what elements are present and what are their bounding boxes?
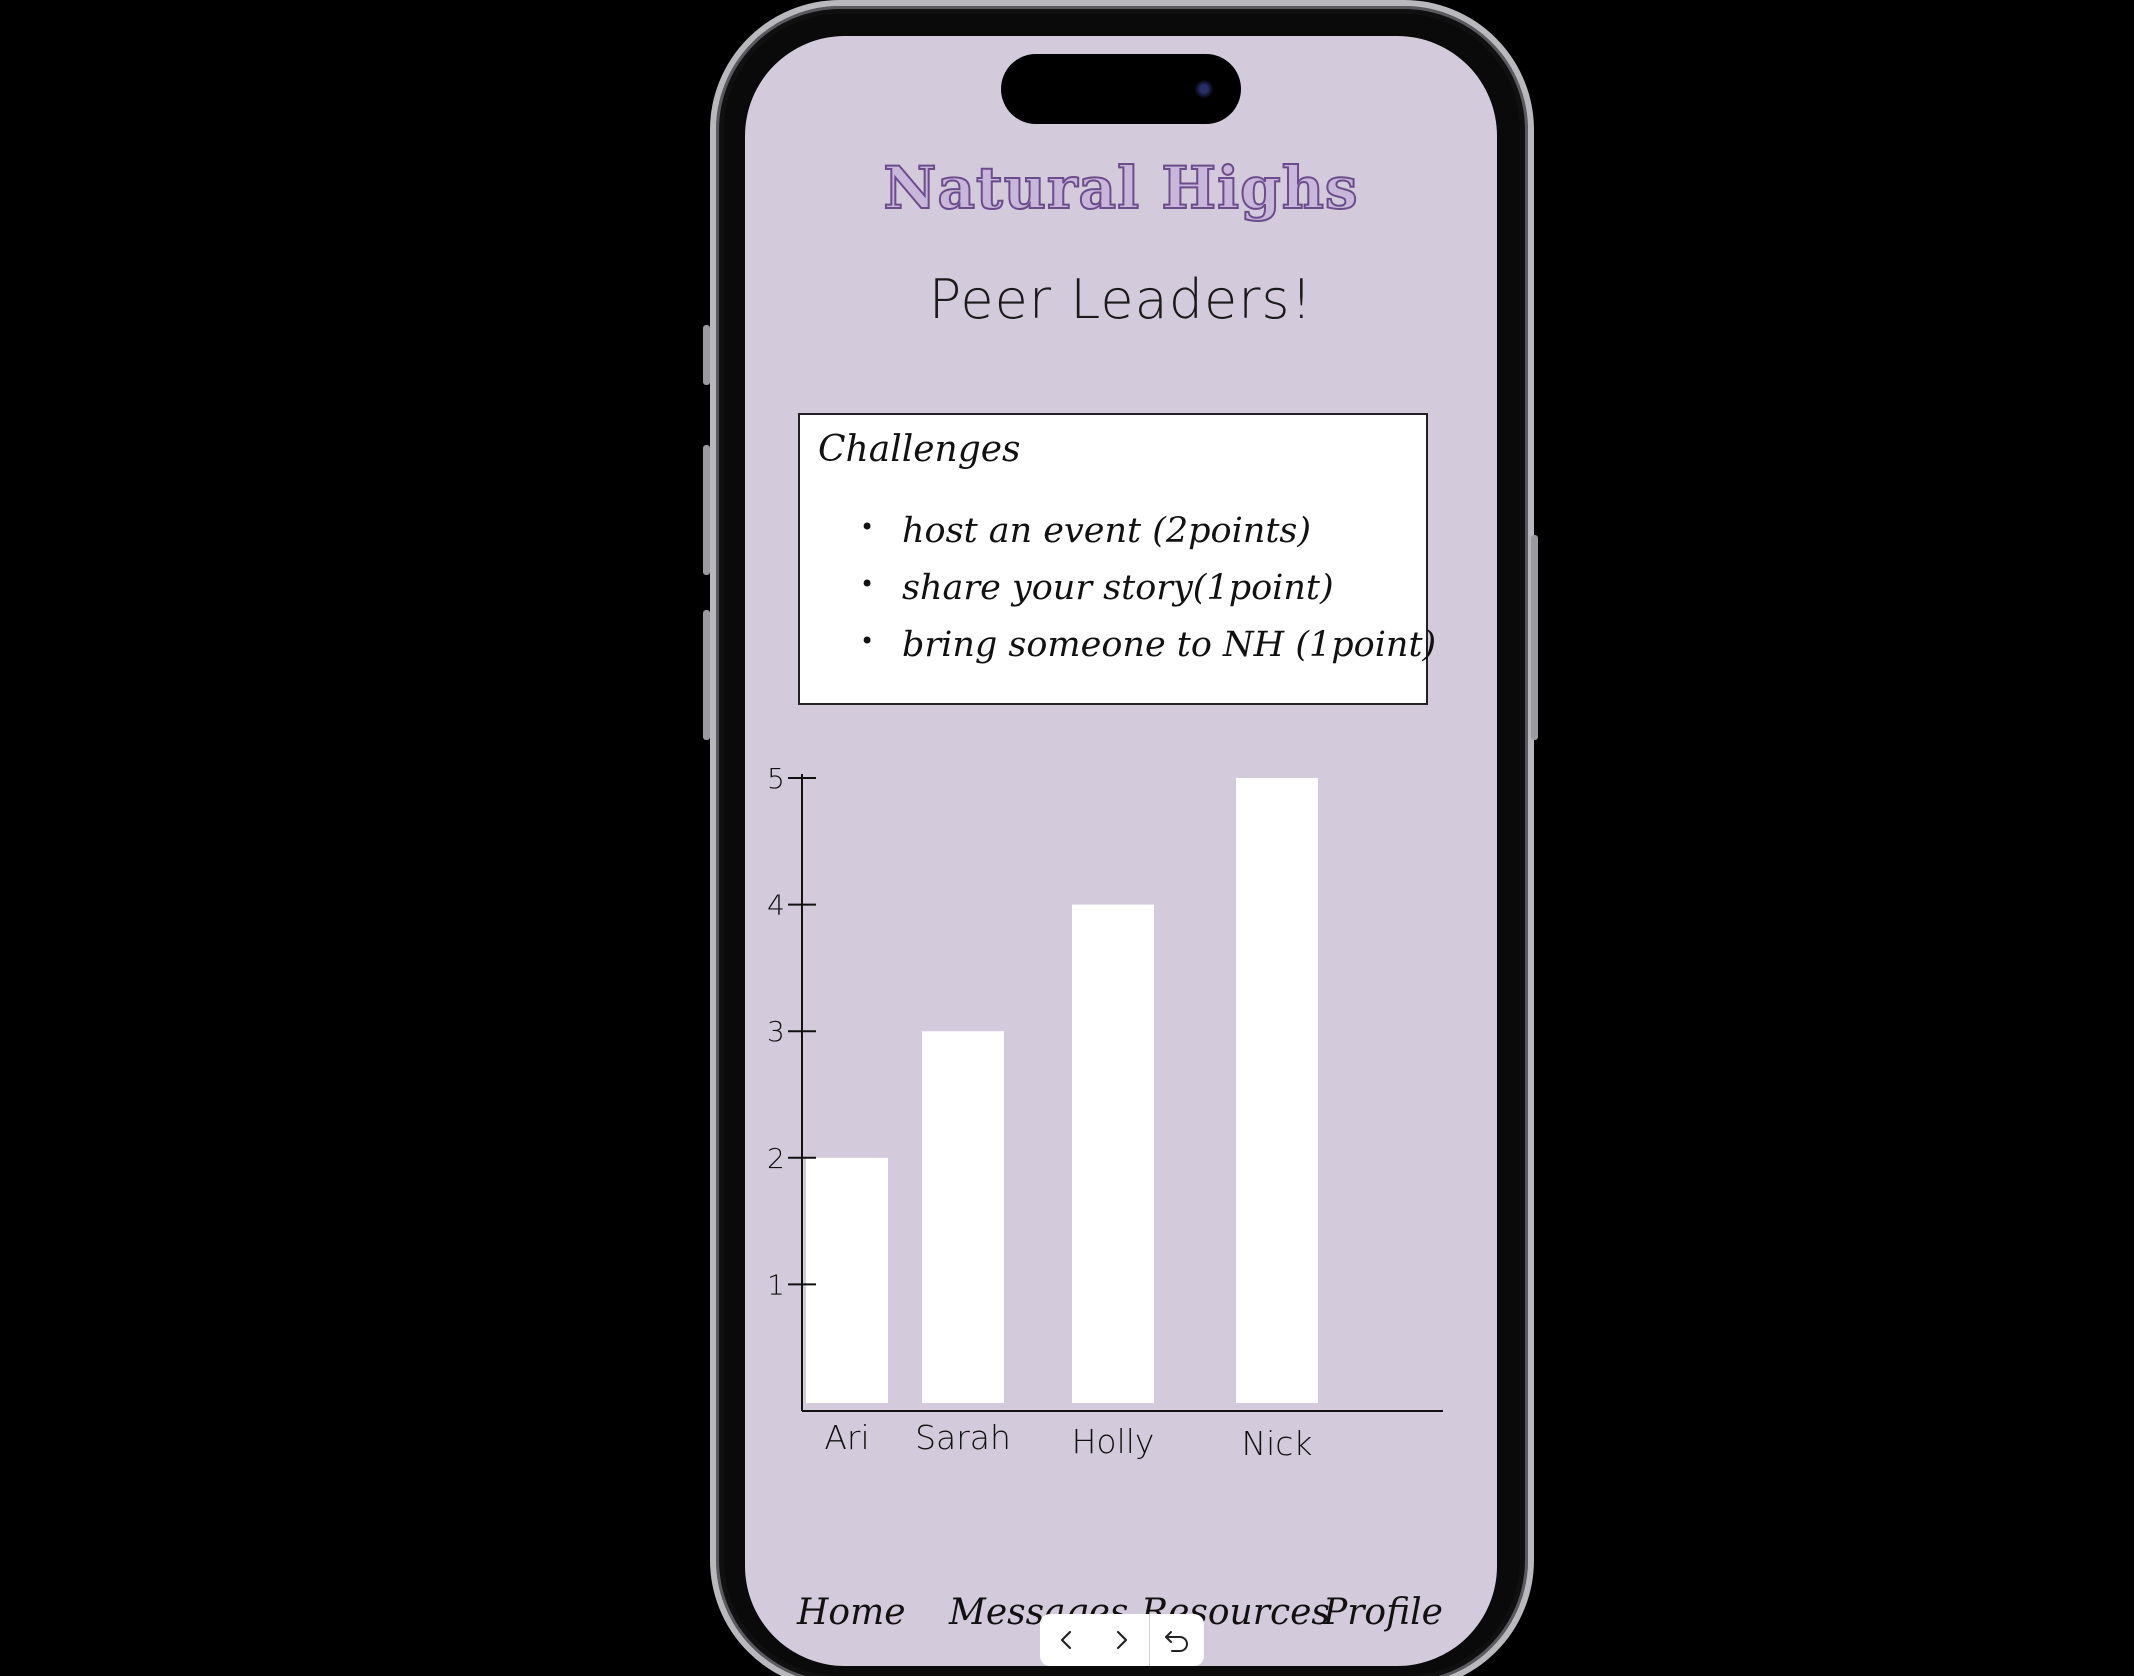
undo-icon: [1164, 1631, 1188, 1652]
y-tick-label: 5: [767, 762, 785, 795]
dynamic-island: [1001, 54, 1241, 124]
power-button: [1531, 535, 1538, 740]
chart-bar: [922, 1031, 1004, 1403]
back-button[interactable]: [1040, 1614, 1094, 1666]
tab-home[interactable]: Home: [797, 1592, 906, 1633]
chart-bar: [1236, 778, 1318, 1403]
x-tick-label: Ari: [824, 1418, 869, 1457]
y-tick-label: 2: [767, 1142, 785, 1175]
x-tick-label: Sarah: [915, 1418, 1011, 1457]
chevron-left-icon: [1061, 1630, 1072, 1650]
forward-button[interactable]: [1094, 1614, 1148, 1666]
restart-button[interactable]: [1150, 1614, 1204, 1666]
chart-bar: [806, 1157, 888, 1403]
challenges-card: Challenges host an event (2points) share…: [798, 413, 1436, 705]
action-button: [703, 325, 710, 385]
tab-profile[interactable]: Profile: [1323, 1592, 1443, 1633]
chevron-right-icon: [1117, 1630, 1128, 1650]
volume-down-button: [703, 610, 710, 740]
tab-bar: Home Messages Resources Profile: [745, 1592, 1497, 1652]
challenge-item: share your story(1point): [860, 568, 1436, 625]
x-tick-label: Nick: [1241, 1424, 1312, 1463]
y-tick-label: 3: [767, 1015, 785, 1048]
camera-icon: [1195, 80, 1213, 98]
challenges-list: host an event (2points) share your story…: [860, 511, 1436, 682]
app-title: Natural Highs: [882, 153, 1359, 223]
challenge-item: host an event (2points): [860, 511, 1436, 568]
chart-bar: [1072, 904, 1154, 1403]
page-title: Peer Leaders!: [928, 268, 1314, 331]
volume-up-button: [703, 445, 710, 575]
app-screen: Natural Highs Peer Leaders! Challenges h…: [745, 36, 1497, 1666]
challenges-heading: Challenges: [818, 429, 1021, 470]
challenge-item: bring someone to NH (1point): [860, 625, 1436, 682]
prototype-nav-controls: [1040, 1614, 1204, 1666]
x-tick-label: Holly: [1072, 1422, 1155, 1461]
nav-divider: [1148, 1614, 1150, 1666]
y-tick-label: 1: [767, 1268, 785, 1301]
points-bar-chart: 1 2 3 4 5 Ari Sarah Holly Nick: [767, 762, 1443, 1463]
y-tick-label: 4: [767, 889, 785, 922]
